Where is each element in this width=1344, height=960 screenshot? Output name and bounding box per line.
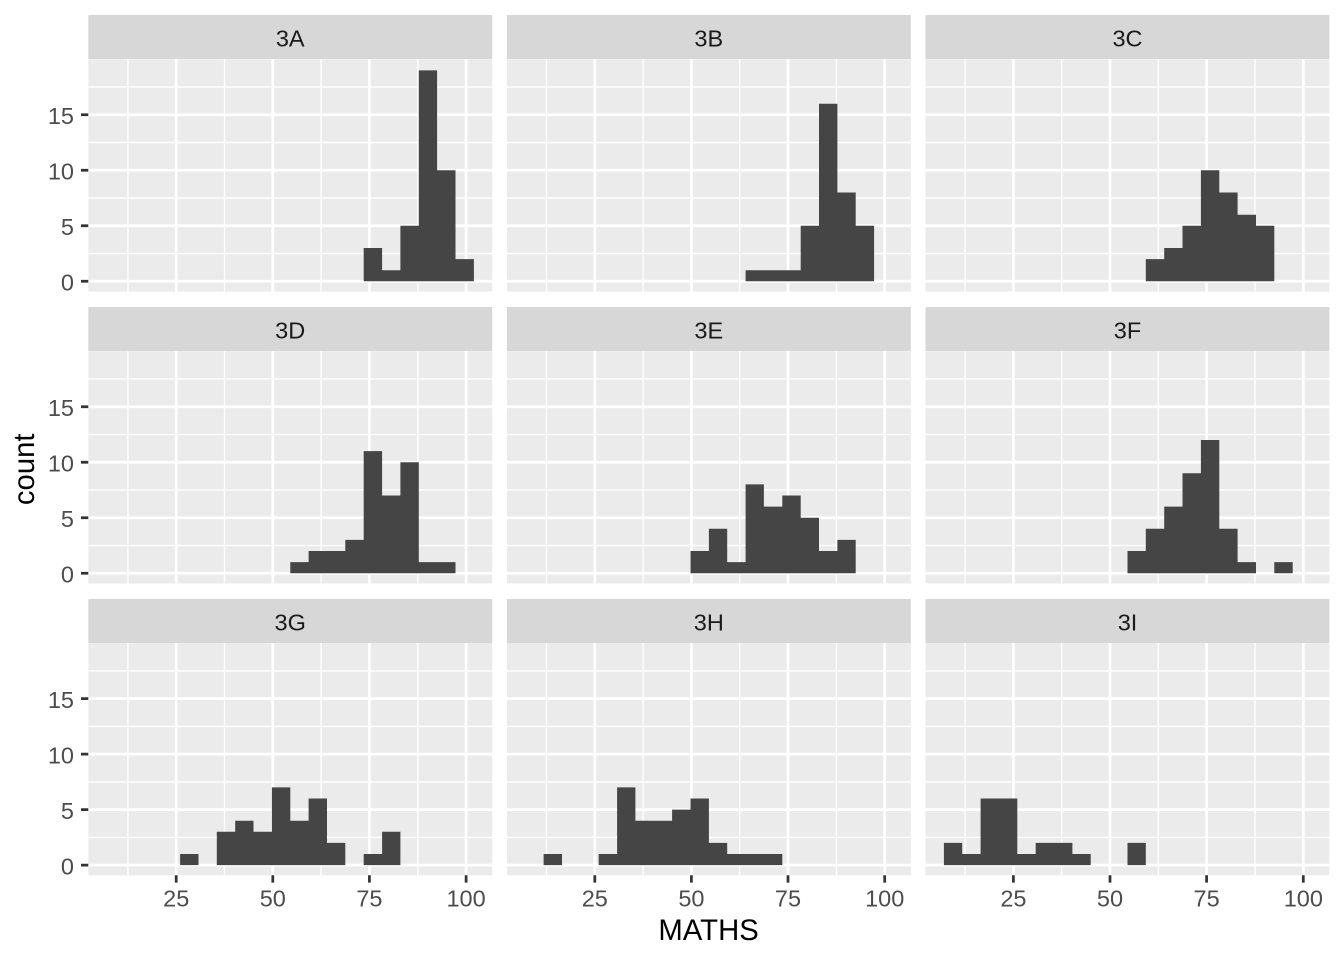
svg-text:3G: 3G — [275, 609, 306, 635]
svg-text:0: 0 — [61, 853, 74, 879]
svg-text:25: 25 — [582, 885, 608, 911]
svg-text:100: 100 — [446, 885, 485, 911]
svg-text:3A: 3A — [276, 25, 305, 51]
svg-text:0: 0 — [61, 270, 74, 296]
svg-text:10: 10 — [48, 159, 74, 185]
svg-text:10: 10 — [48, 450, 74, 476]
svg-text:100: 100 — [865, 885, 904, 911]
svg-text:50: 50 — [1097, 885, 1123, 911]
svg-text:50: 50 — [678, 885, 704, 911]
svg-text:3H: 3H — [694, 609, 724, 635]
svg-text:3E: 3E — [694, 317, 723, 343]
svg-text:25: 25 — [1000, 885, 1026, 911]
svg-text:75: 75 — [1194, 885, 1220, 911]
svg-text:75: 75 — [775, 885, 801, 911]
svg-text:5: 5 — [61, 506, 74, 532]
svg-text:5: 5 — [61, 798, 74, 824]
svg-text:5: 5 — [61, 214, 74, 240]
svg-text:10: 10 — [48, 742, 74, 768]
svg-text:15: 15 — [48, 103, 74, 129]
svg-text:25: 25 — [163, 885, 189, 911]
svg-text:3I: 3I — [1118, 609, 1138, 635]
svg-text:15: 15 — [48, 687, 74, 713]
svg-text:3C: 3C — [1112, 25, 1142, 51]
svg-text:100: 100 — [1284, 885, 1323, 911]
svg-text:15: 15 — [48, 395, 74, 421]
svg-text:count: count — [8, 433, 41, 505]
svg-text:3D: 3D — [275, 317, 305, 343]
svg-text:3B: 3B — [694, 25, 723, 51]
svg-text:MATHS: MATHS — [658, 914, 758, 947]
svg-text:75: 75 — [356, 885, 382, 911]
svg-text:50: 50 — [260, 885, 286, 911]
svg-text:0: 0 — [61, 561, 74, 587]
svg-text:3F: 3F — [1114, 317, 1141, 343]
